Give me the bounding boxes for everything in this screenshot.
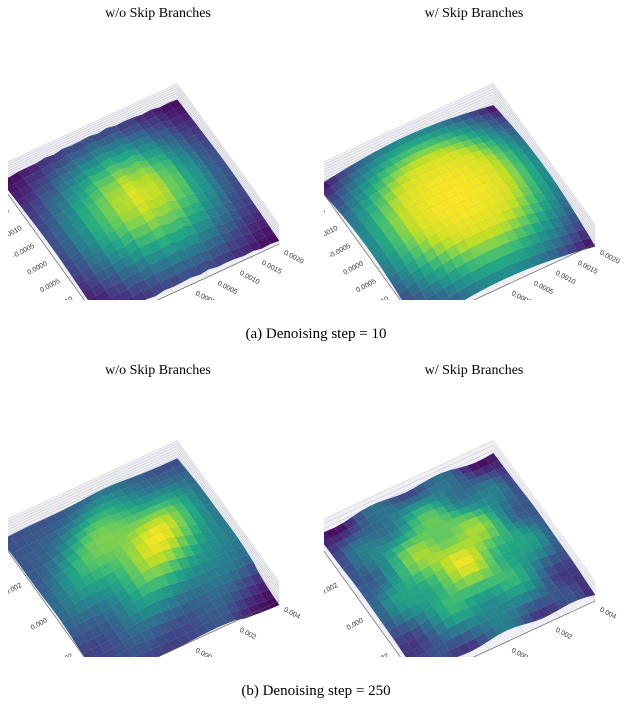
panel-title: w/ Skip Branches	[324, 6, 624, 22]
svg-text:-0.0005: -0.0005	[12, 243, 36, 260]
svg-text:0.0015: 0.0015	[260, 260, 282, 276]
svg-text:-0.0005: -0.0005	[328, 243, 352, 260]
panel-title: w/o Skip Branches	[8, 363, 308, 379]
svg-text:-0.0010: -0.0010	[8, 225, 23, 242]
row-b: w/o Skip Branches -0.004-0.0020.0000.002…	[0, 357, 632, 677]
svg-text:0.0000: 0.0000	[510, 290, 532, 300]
svg-text:-0.0010: -0.0010	[324, 225, 339, 242]
svg-text:0.0005: 0.0005	[216, 280, 238, 296]
svg-text:0.0005: 0.0005	[355, 278, 377, 294]
svg-text:-0.0015: -0.0015	[324, 207, 326, 224]
svg-text:0.000: 0.000	[510, 647, 529, 657]
surface-plot-a-left: -0.0020-0.0015-0.0010-0.00050.00000.0005…	[8, 24, 308, 300]
svg-text:-0.002: -0.002	[8, 582, 23, 598]
surface-plot-a-right: -0.0020-0.0015-0.0010-0.00050.00000.0005…	[324, 24, 624, 300]
svg-text:0.0005: 0.0005	[532, 280, 554, 296]
svg-text:0.002: 0.002	[554, 627, 573, 641]
svg-text:0.0020: 0.0020	[282, 249, 304, 265]
panel-a-left: w/o Skip Branches -0.0020-0.0015-0.0010-…	[8, 0, 308, 300]
svg-text:-0.0015: -0.0015	[8, 207, 10, 224]
svg-text:0.0010: 0.0010	[52, 296, 74, 300]
surface-plot-b-left: -0.004-0.0020.0000.0020.004-0.004-0.0020…	[8, 381, 308, 657]
svg-text:0.004: 0.004	[282, 606, 301, 620]
svg-text:0.0010: 0.0010	[238, 270, 260, 286]
svg-text:0.000: 0.000	[194, 647, 213, 657]
svg-text:0.004: 0.004	[598, 606, 617, 620]
panel-title: w/ Skip Branches	[324, 363, 624, 379]
svg-text:0.002: 0.002	[55, 653, 74, 657]
svg-text:0.0010: 0.0010	[554, 270, 576, 286]
svg-text:0.0000: 0.0000	[342, 260, 364, 276]
svg-text:0.0000: 0.0000	[26, 260, 48, 276]
svg-text:0.0005: 0.0005	[39, 278, 61, 294]
svg-text:0.002: 0.002	[238, 627, 257, 641]
surface-plot-b-right: -0.004-0.0020.0000.0020.004-0.004-0.0020…	[324, 381, 624, 657]
svg-text:0.0015: 0.0015	[576, 260, 598, 276]
panel-b-right: w/ Skip Branches -0.004-0.0020.0000.0020…	[324, 357, 624, 657]
panel-b-left: w/o Skip Branches -0.004-0.0020.0000.002…	[8, 357, 308, 657]
svg-text:0.002: 0.002	[371, 653, 390, 657]
panel-title: w/o Skip Branches	[8, 6, 308, 22]
panel-a-right: w/ Skip Branches -0.0020-0.0015-0.0010-0…	[324, 0, 624, 300]
svg-text:-0.002: -0.002	[324, 582, 339, 598]
row-a: w/o Skip Branches -0.0020-0.0015-0.0010-…	[0, 0, 632, 320]
svg-text:0.000: 0.000	[346, 617, 365, 631]
caption-b: (b) Denoising step = 250	[0, 683, 632, 700]
caption-a: (a) Denoising step = 10	[0, 326, 632, 343]
svg-text:0.000: 0.000	[30, 617, 49, 631]
figure: w/o Skip Branches -0.0020-0.0015-0.0010-…	[0, 0, 632, 714]
svg-text:0.0010: 0.0010	[368, 296, 390, 300]
svg-text:0.0020: 0.0020	[598, 249, 620, 265]
svg-text:0.0000: 0.0000	[194, 290, 216, 300]
